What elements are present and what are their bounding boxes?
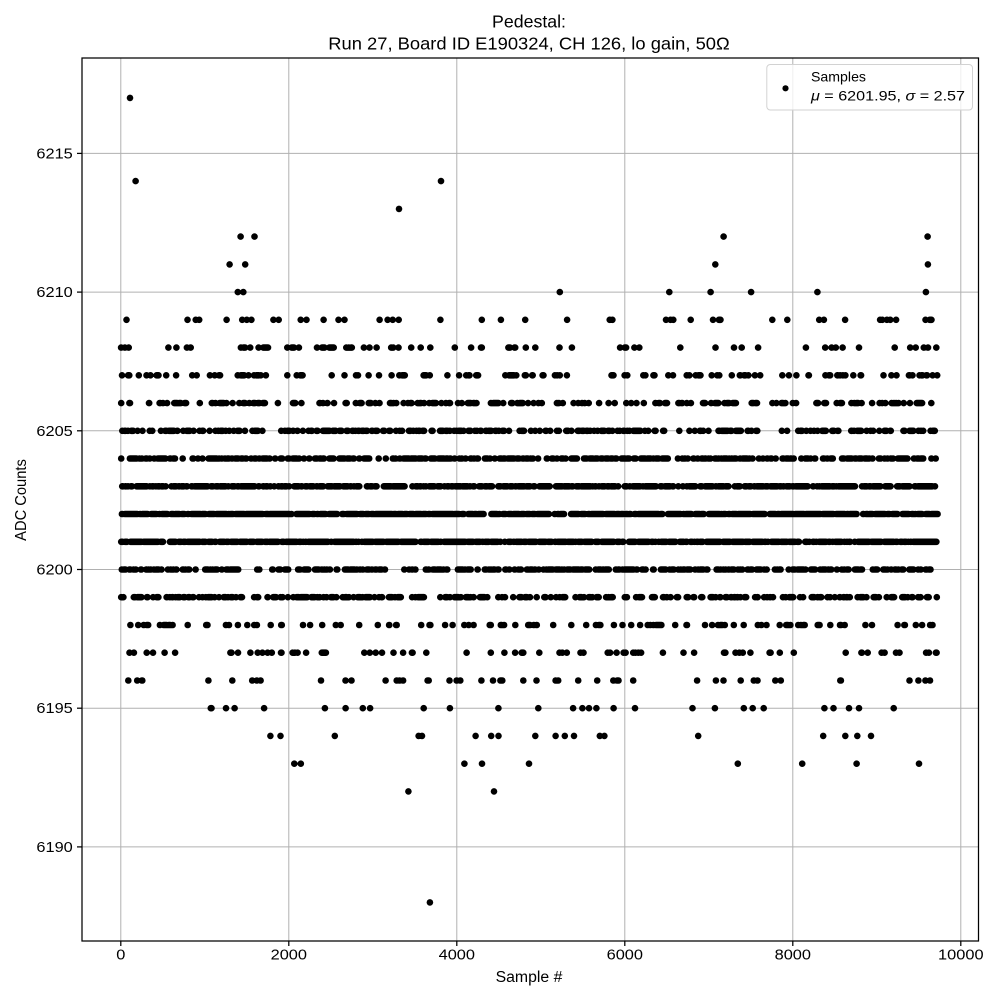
svg-text:8000: 8000: [775, 948, 811, 964]
svg-text:Sample #: Sample #: [496, 969, 563, 986]
svg-text:6000: 6000: [607, 948, 643, 964]
svg-text:Run 27, Board ID E190324, CH 1: Run 27, Board ID E190324, CH 126, lo gai…: [328, 34, 730, 54]
svg-text:6190: 6190: [36, 840, 72, 856]
svg-text:ADC Counts: ADC Counts: [13, 459, 30, 541]
svg-text:6195: 6195: [36, 701, 72, 717]
svg-text:μ = 6201.95, σ = 2.57: μ = 6201.95, σ = 2.57: [810, 89, 965, 104]
svg-text:6200: 6200: [36, 563, 72, 579]
svg-text:2000: 2000: [271, 948, 307, 964]
svg-text:6215: 6215: [36, 146, 72, 162]
svg-text:Samples: Samples: [811, 70, 866, 85]
svg-text:0: 0: [116, 948, 125, 964]
svg-text:10000: 10000: [938, 948, 984, 964]
svg-text:6205: 6205: [36, 424, 72, 440]
svg-text:4000: 4000: [439, 948, 475, 964]
svg-text:6210: 6210: [36, 285, 72, 301]
svg-text:Pedestal:: Pedestal:: [492, 12, 566, 32]
